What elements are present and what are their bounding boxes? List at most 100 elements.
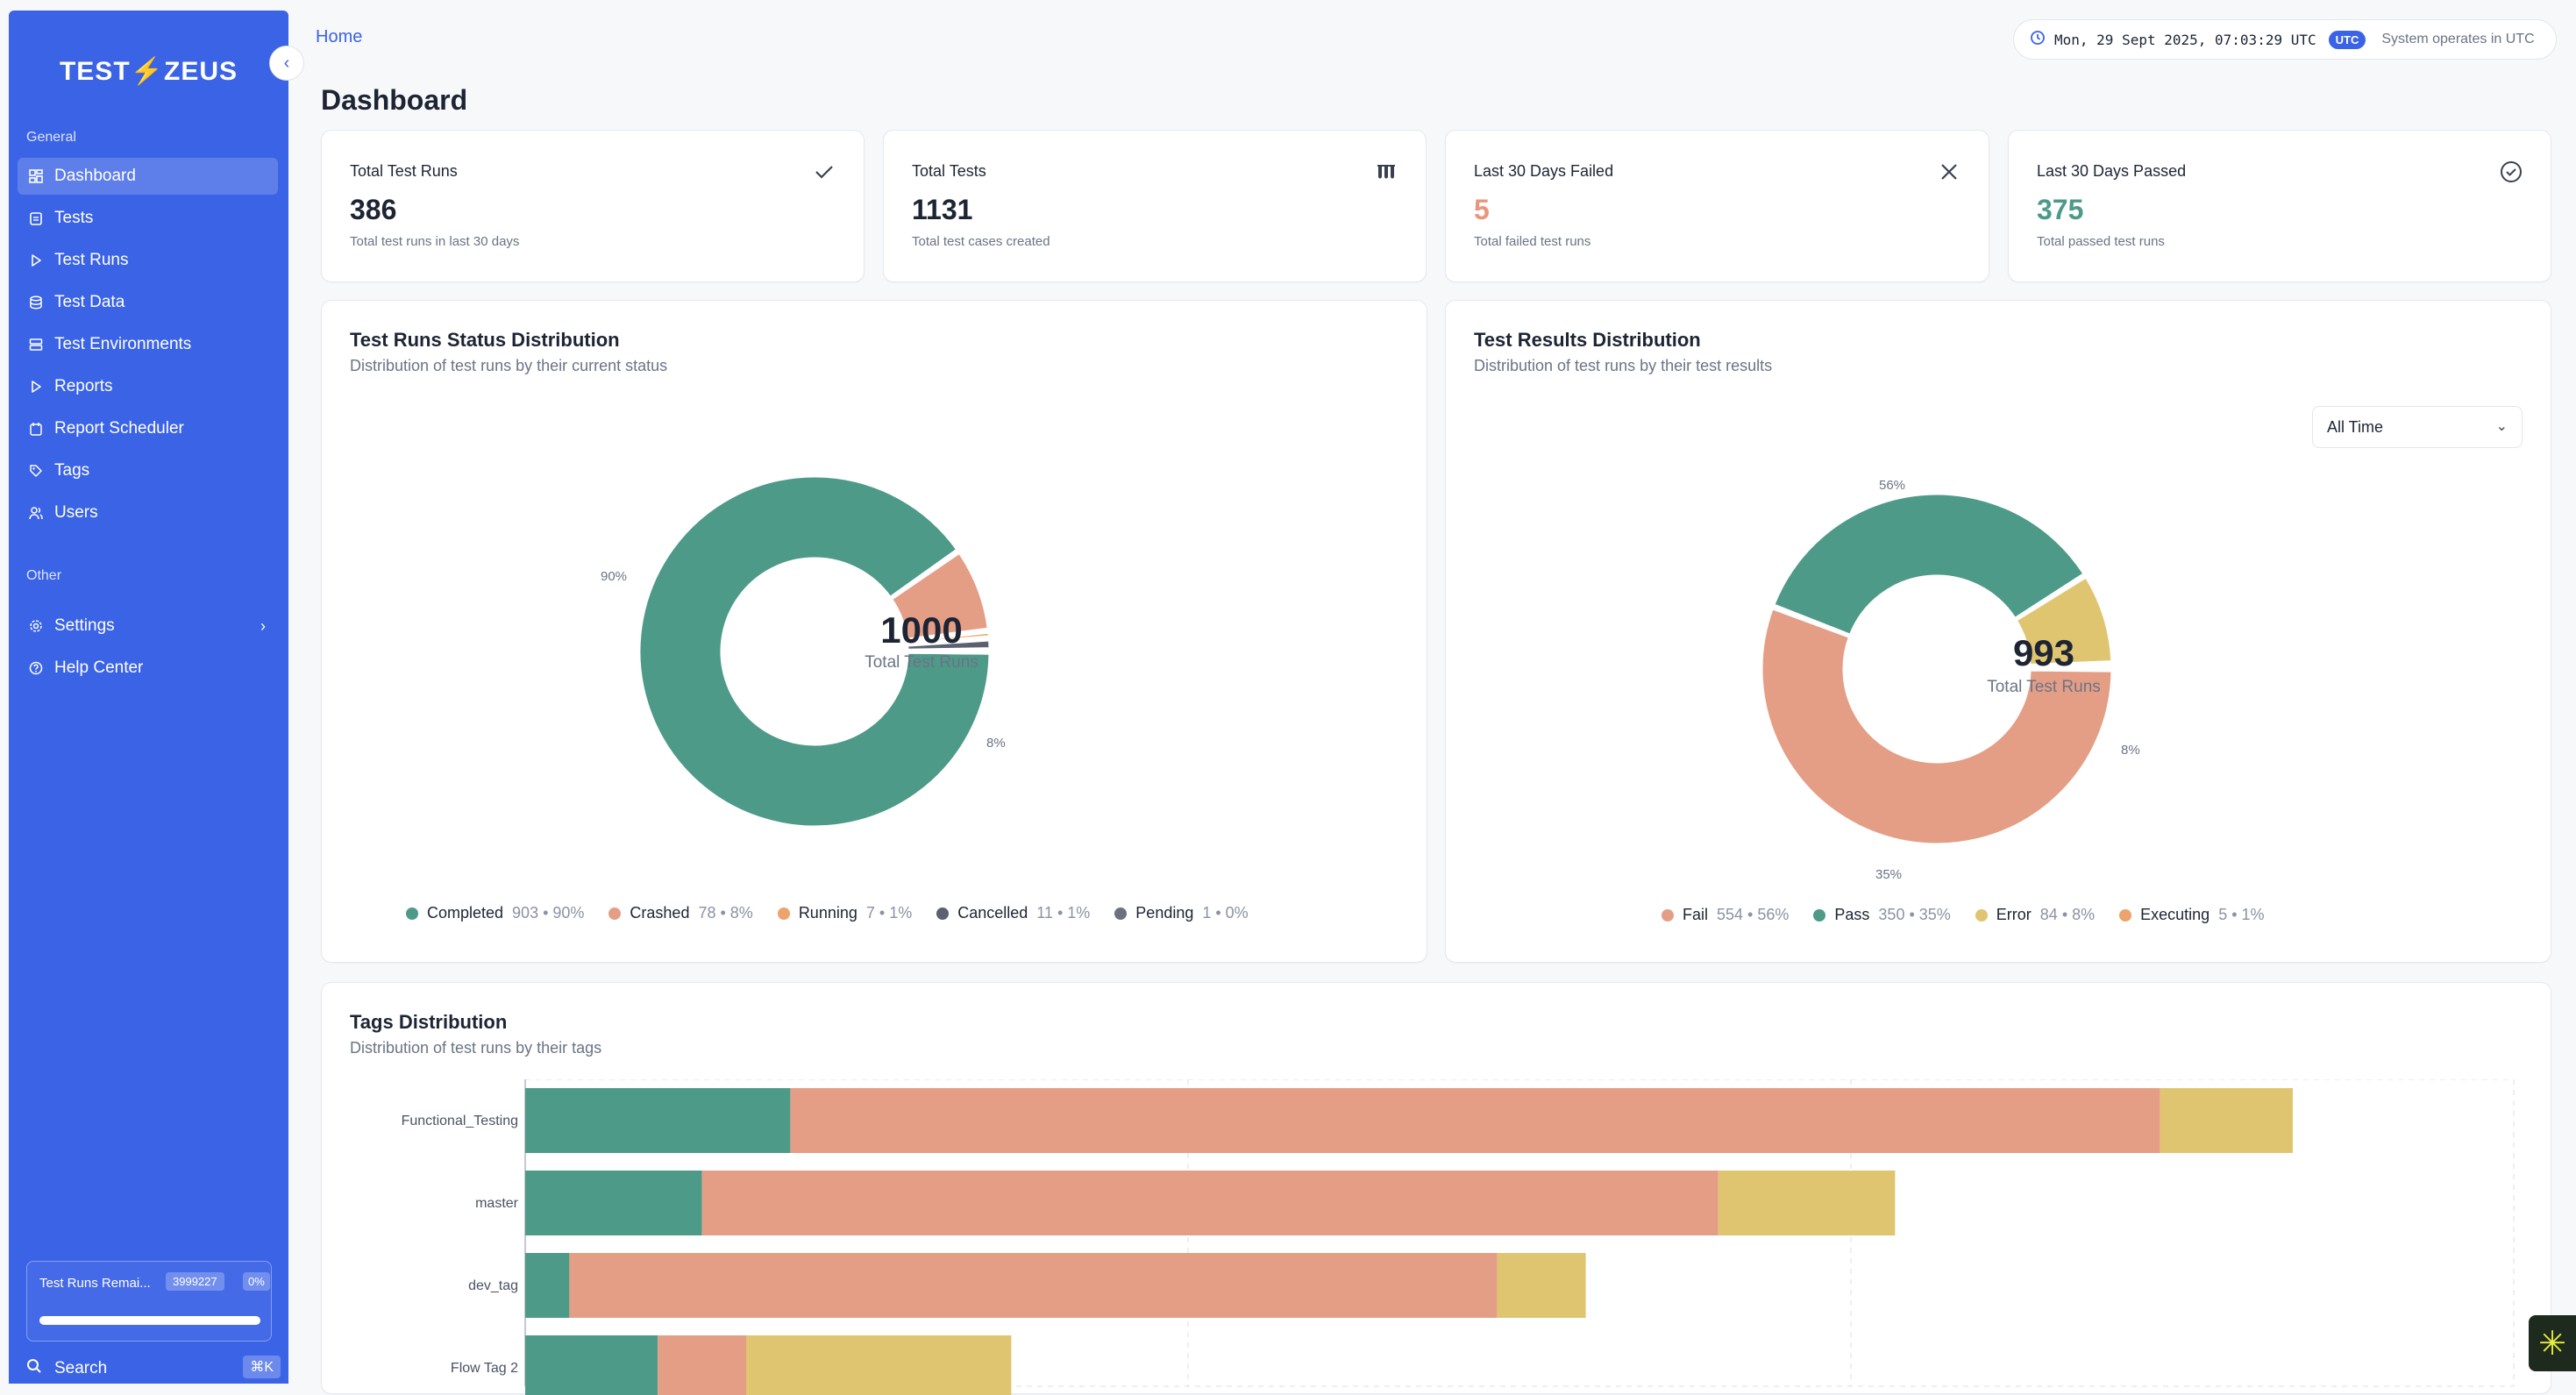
collapse-sidebar-button[interactable]: ‹ — [269, 46, 304, 81]
donut-slice-running[interactable] — [905, 630, 991, 645]
bar-pass[interactable] — [525, 1253, 570, 1318]
legend-count: 7 • 1% — [865, 904, 913, 922]
current-datetime: Mon, 29 Sept 2025, 07:03:29 UTC — [2054, 31, 2316, 48]
sidebar-item-label: Reports — [54, 377, 113, 395]
status-callout-completed: 90% — [601, 569, 628, 584]
legend-item-pass[interactable]: Pass 350 • 35% — [1813, 906, 1951, 924]
sidebar-item-test-data[interactable]: Test Data — [18, 284, 278, 321]
legend-name: Crashed — [630, 904, 690, 922]
sidebar-item-label: Tags — [54, 461, 90, 480]
legend-count: 350 • 35% — [1878, 906, 1951, 923]
donut-slice-error[interactable] — [2014, 574, 2114, 667]
results-donut-chart — [1760, 492, 2114, 846]
status-center-value: 1000 — [880, 609, 963, 651]
sidebar-item-tags[interactable]: Tags — [18, 452, 278, 489]
donut-slice-crashed[interactable] — [889, 551, 990, 641]
legend-item-error[interactable]: Error 84 • 8% — [1975, 906, 2095, 924]
sidebar-item-label: Users — [54, 503, 98, 522]
sidebar-item-test-runs[interactable]: Test Runs — [18, 242, 278, 279]
legend-item-completed[interactable]: Completed 903 • 90% — [406, 904, 584, 922]
results-callout-error: 8% — [2121, 743, 2140, 758]
x-icon — [1938, 160, 1960, 183]
play-icon — [28, 379, 44, 395]
panel-title: Test Results Distribution — [1474, 329, 1701, 351]
bar-fail[interactable] — [569, 1253, 1498, 1318]
status-callout-crashed: 8% — [986, 736, 1006, 751]
sidebar-item-test-environments[interactable]: Test Environments — [18, 326, 278, 363]
legend-count: 11 • 1% — [1036, 904, 1091, 922]
stat-value: 375 — [2037, 194, 2084, 225]
chevron-down-icon: ⌄ — [2495, 419, 2508, 434]
bar-fail[interactable] — [658, 1335, 746, 1395]
legend-dot — [1975, 908, 1988, 922]
bar-pass[interactable] — [525, 1088, 791, 1153]
legend-dot — [777, 907, 790, 920]
bar-error[interactable] — [746, 1335, 1012, 1395]
chevron-left-icon: ‹ — [283, 53, 290, 73]
sidebar-section-other: Other — [26, 568, 62, 583]
search-icon — [26, 1358, 42, 1379]
search-shortcut: ⌘K — [243, 1356, 281, 1378]
sidebar-item-dashboard[interactable]: Dashboard — [18, 158, 278, 195]
test-runs-quota-card[interactable]: Test Runs Remai... 3999227 0% — [26, 1261, 272, 1342]
bar-pass[interactable] — [525, 1335, 658, 1395]
breadcrumb-home[interactable]: Home — [316, 27, 363, 46]
play-icon — [28, 253, 44, 268]
bar-fail[interactable] — [701, 1171, 1719, 1235]
legend-count: 554 • 56% — [1717, 906, 1790, 923]
legend-dot — [1662, 908, 1674, 922]
sidebar-item-tests[interactable]: Tests — [18, 200, 278, 237]
sidebar-item-settings[interactable]: Settings › — [18, 608, 278, 644]
legend-dot — [936, 907, 950, 920]
legend-item-cancelled[interactable]: Cancelled 11 • 1% — [936, 904, 1090, 922]
calendar-icon — [28, 421, 44, 437]
dashboard-icon — [28, 168, 44, 184]
chevron-right-icon: › — [260, 617, 266, 635]
donut-slice-pass[interactable] — [1771, 492, 2087, 637]
sidebar-item-reports[interactable]: Reports — [18, 368, 278, 405]
flask-icon — [1375, 160, 1398, 183]
search-button[interactable]: Search ⌘K — [26, 1356, 281, 1382]
legend-item-executing[interactable]: Executing 5 • 1% — [2119, 906, 2265, 924]
sidebar-item-help-center[interactable]: Help Center — [18, 650, 278, 687]
stat-value: 386 — [350, 194, 397, 225]
donut-slice-fail[interactable] — [1760, 606, 2114, 846]
bar-error[interactable] — [2160, 1088, 2293, 1153]
panel-subtitle: Distribution of test runs by their curre… — [350, 357, 668, 374]
bar-pass[interactable] — [525, 1171, 702, 1235]
legend-item-fail[interactable]: Fail 554 • 56% — [1662, 906, 1789, 924]
sidebar-item-users[interactable]: Users — [18, 495, 278, 531]
legend-name: Pass — [1834, 906, 1870, 923]
bar-error[interactable] — [1497, 1253, 1586, 1318]
results-callout-fail: 56% — [1879, 478, 1906, 493]
donut-slice-executing[interactable] — [2028, 664, 2114, 670]
database-icon — [28, 295, 44, 310]
donut-slice-cancelled[interactable] — [906, 638, 992, 651]
stat-title: Total Tests — [912, 162, 986, 180]
assistant-launcher-button[interactable]: ✳ — [2529, 1315, 2576, 1371]
stat-subtitle: Total failed test runs — [1474, 234, 1591, 249]
panel-subtitle: Distribution of test runs by their tags — [350, 1039, 602, 1057]
stat-subtitle: Total test cases created — [912, 234, 1050, 249]
legend-item-crashed[interactable]: Crashed 78 • 8% — [608, 904, 753, 922]
sidebar-item-report-scheduler[interactable]: Report Scheduler — [18, 410, 278, 447]
testzeus-logo[interactable]: TEST⚡ZEUS — [9, 56, 288, 87]
tag-icon — [28, 463, 44, 479]
clock-icon — [2030, 30, 2046, 50]
system-time-pill: Mon, 29 Sept 2025, 07:03:29 UTC UTC Syst… — [2013, 19, 2557, 60]
legend-item-running[interactable]: Running 7 • 1% — [777, 904, 913, 922]
legend-item-pending[interactable]: Pending 1 • 0% — [1114, 904, 1249, 922]
stat-subtitle: Total passed test runs — [2037, 234, 2165, 249]
gear-icon — [28, 618, 44, 634]
time-range-select[interactable]: All Time ⌄ — [2312, 406, 2523, 448]
donut-slice-pending[interactable] — [906, 650, 992, 655]
sidebar-item-label: Test Environments — [54, 335, 192, 353]
results-distribution-panel: Test Results Distribution Distribution o… — [1445, 300, 2551, 963]
bar-fail[interactable] — [790, 1088, 2160, 1153]
legend-count: 78 • 8% — [698, 904, 753, 922]
bar-error[interactable] — [1718, 1171, 1896, 1235]
donut-slice-completed[interactable] — [637, 474, 992, 829]
status-center-label: Total Test Runs — [865, 653, 978, 672]
tag-tick-label: master — [475, 1196, 519, 1211]
